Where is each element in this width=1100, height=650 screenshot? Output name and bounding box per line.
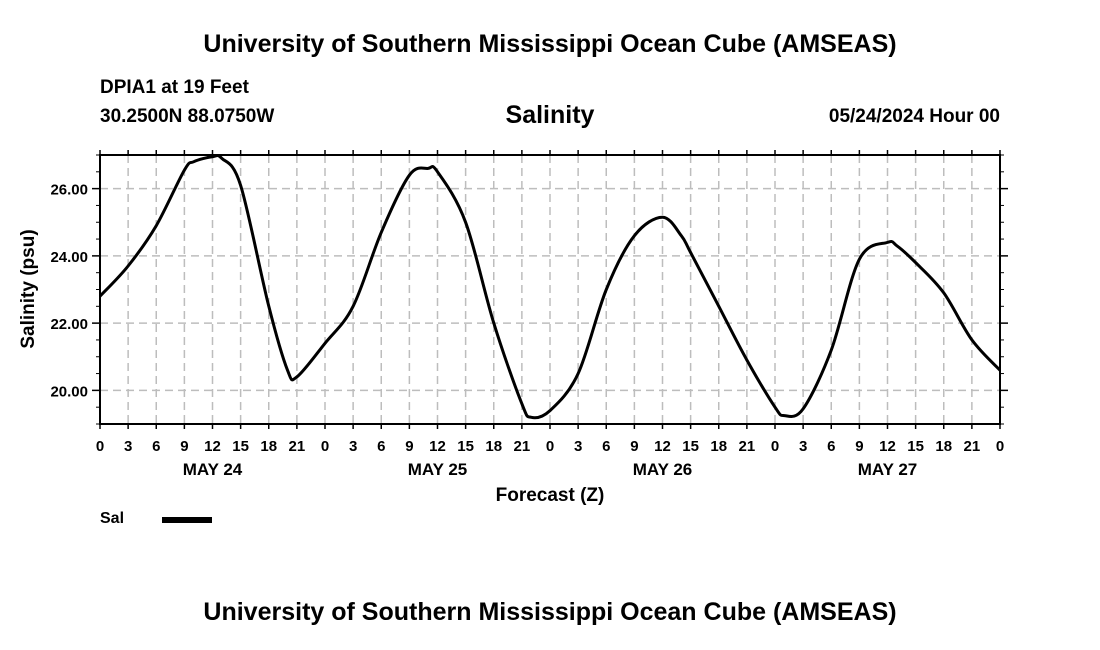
- x-tick-label: 15: [232, 438, 249, 455]
- x-tick-label: 21: [289, 438, 306, 455]
- station-name: DPIA1 at 19 Feet: [100, 77, 249, 98]
- x-tick-label: 12: [204, 438, 221, 455]
- x-tick-label: 12: [429, 438, 446, 455]
- series-line-sal: [98, 154, 1002, 420]
- y-tick-label: 22.00: [50, 316, 88, 333]
- x-tick-label: 3: [799, 438, 807, 455]
- grid-lines: [100, 155, 1000, 424]
- day-label: MAY 27: [858, 460, 918, 479]
- y-tick-label: 26.00: [50, 182, 88, 199]
- y-tick-label: 20.00: [50, 383, 88, 400]
- x-tick-label: 9: [855, 438, 863, 455]
- x-tick-label: 18: [260, 438, 277, 455]
- y-axis-label: Salinity (psu): [18, 229, 39, 348]
- x-tick-label: 0: [321, 438, 329, 455]
- x-tick-label: 15: [907, 438, 924, 455]
- x-tick-label: 9: [405, 438, 413, 455]
- x-tick-label: 21: [739, 438, 756, 455]
- x-tick-label: 6: [377, 438, 385, 455]
- x-tick-label: 0: [546, 438, 554, 455]
- x-tick-label: 3: [574, 438, 582, 455]
- x-tick-label: 18: [710, 438, 727, 455]
- footer-title: University of Southern Mississippi Ocean…: [203, 598, 897, 626]
- plot-frame: [99, 154, 1001, 425]
- x-tick-label: 3: [124, 438, 132, 455]
- legend-label: Sal: [100, 510, 125, 527]
- x-tick-label: 6: [602, 438, 610, 455]
- x-tick-label: 21: [964, 438, 981, 455]
- x-tick-label: 12: [879, 438, 896, 455]
- x-tick-label: 12: [654, 438, 671, 455]
- day-label: MAY 26: [633, 460, 693, 479]
- y-tick-label: 24.00: [50, 249, 88, 266]
- forecast-datetime: 05/24/2024 Hour 00: [828, 106, 1000, 127]
- axis-labels: 0 3 6 9 12 15 18 21 0 3 6 9 12 15 18 21 0 3 6 9 12 15 18 21 0 3 6 9…: [50, 182, 1004, 479]
- day-label: MAY 24: [183, 460, 243, 479]
- x-axis-label: Forecast (Z): [496, 485, 605, 506]
- day-label: MAY 25: [408, 460, 468, 479]
- x-tick-label: 0: [96, 438, 104, 455]
- x-tick-label: 3: [349, 438, 357, 455]
- x-tick-label: 9: [180, 438, 188, 455]
- series-layer: [98, 154, 1002, 420]
- legend-swatch-sal: [162, 517, 212, 523]
- x-tick-label: 0: [771, 438, 779, 455]
- x-tick-label: 15: [682, 438, 699, 455]
- station-coordinates: 30.2500N 88.0750W: [100, 106, 275, 127]
- x-tick-label: 18: [935, 438, 952, 455]
- x-tick-label: 21: [514, 438, 531, 455]
- x-tick-label: 0: [996, 438, 1004, 455]
- x-tick-label: 15: [457, 438, 474, 455]
- x-tick-label: 6: [827, 438, 835, 455]
- variable-title: Salinity: [505, 101, 595, 129]
- x-tick-label: 6: [152, 438, 160, 455]
- x-tick-label: 9: [630, 438, 638, 455]
- x-tick-label: 18: [485, 438, 502, 455]
- chart-title: University of Southern Mississippi Ocean…: [203, 30, 897, 58]
